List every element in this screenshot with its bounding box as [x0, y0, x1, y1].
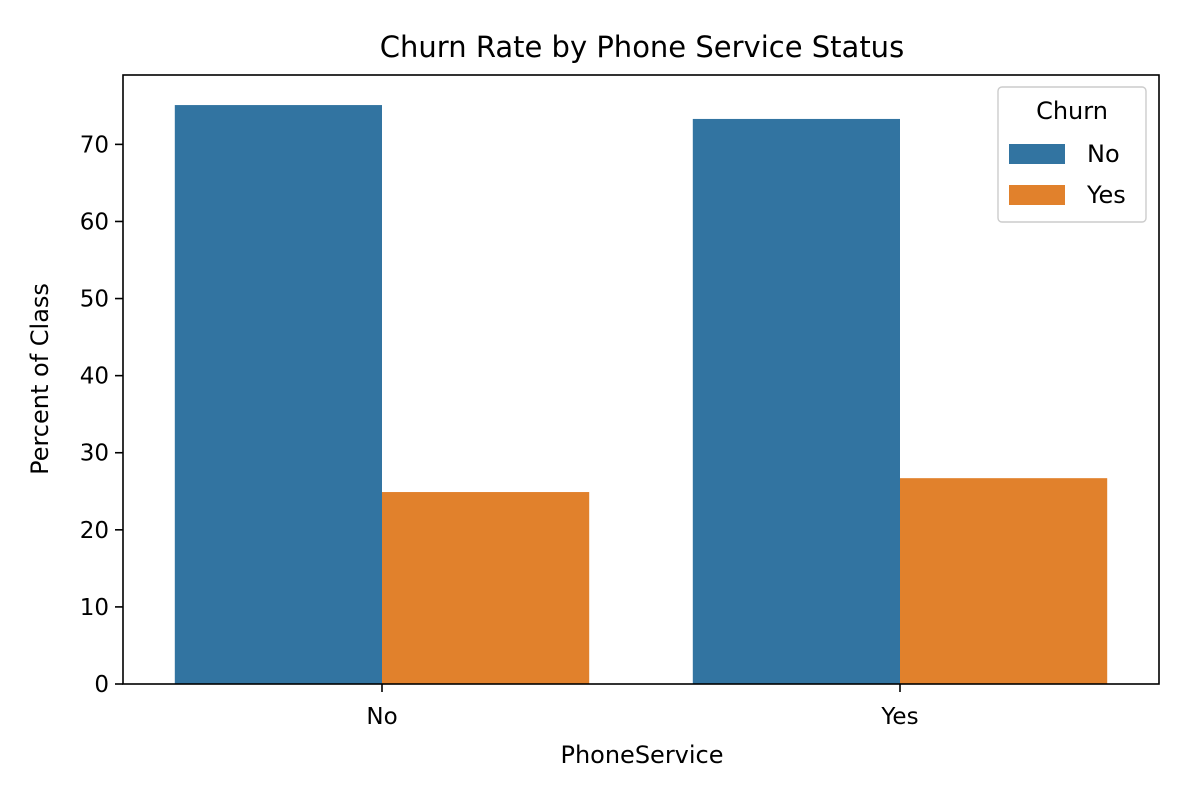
y-tick-label: 40: [80, 364, 109, 390]
x-axis: No Yes: [366, 684, 919, 730]
legend-label-no: No: [1087, 140, 1120, 168]
y-tick-label: 60: [80, 209, 109, 235]
legend: Churn No Yes: [997, 86, 1147, 223]
bar-yes-no: [692, 118, 900, 685]
y-tick-label: 30: [80, 441, 109, 467]
bar-no-yes: [382, 492, 590, 684]
bar-yes-yes: [900, 478, 1108, 684]
chart-title: Churn Rate by Phone Service Status: [380, 30, 904, 64]
bar-no-no: [174, 105, 382, 684]
plot-frame: [122, 74, 1160, 685]
bars-layer: [174, 105, 1108, 685]
y-tick-label: 70: [80, 132, 109, 158]
y-axis: 0 10 20 30 40 50 60 70: [80, 132, 123, 698]
x-tick-label: Yes: [880, 704, 918, 730]
x-axis-title: PhoneService: [560, 741, 723, 769]
y-axis-title: Percent of Class: [26, 283, 54, 475]
legend-title: Churn: [1036, 97, 1108, 125]
legend-swatch-no: [1009, 144, 1065, 164]
y-tick-label: 10: [80, 595, 109, 621]
x-tick-label: No: [366, 704, 397, 730]
y-tick-label: 50: [80, 287, 109, 313]
y-tick-label: 20: [80, 518, 109, 544]
y-tick-label: 0: [94, 672, 109, 698]
legend-label-yes: Yes: [1086, 181, 1126, 209]
legend-swatch-yes: [1009, 185, 1065, 205]
